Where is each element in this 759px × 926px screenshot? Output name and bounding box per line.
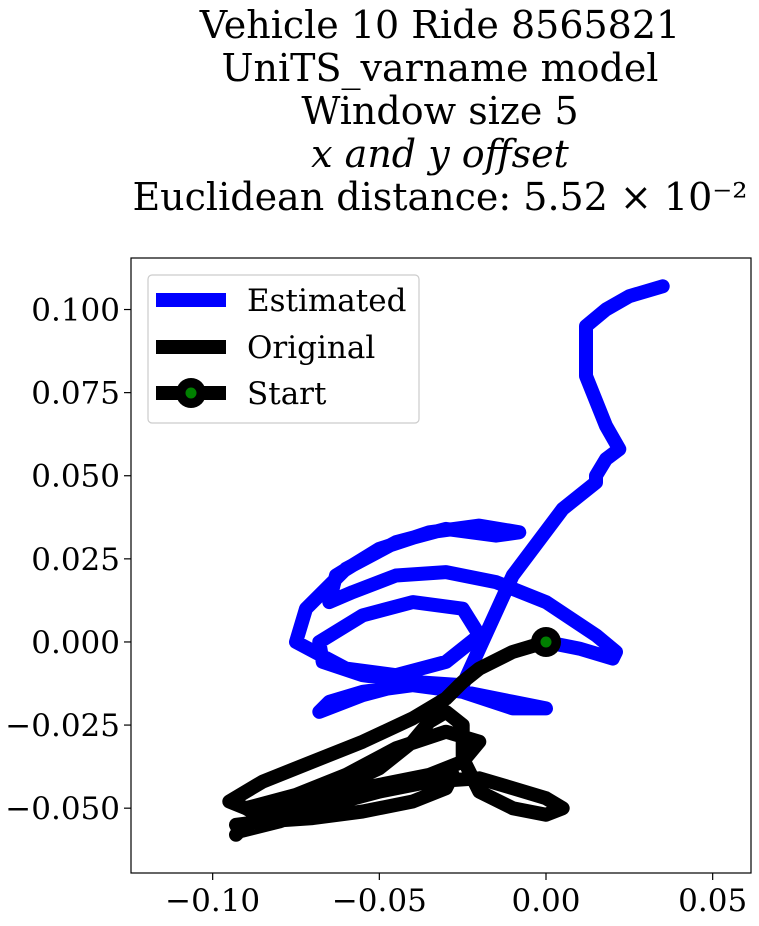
axes-layer: −0.10 −0.05 0.00 0.05 −0.050 −0.025 0.000 0.025… [5, 293, 747, 919]
plot-area-frame [130, 257, 752, 874]
title-line-2: UniTS_varname model [222, 46, 659, 91]
title-line-5: Euclidean distance: 5.52 × 10⁻² [132, 175, 747, 219]
chart-title: Vehicle 10 Ride 8565821 UniTS_varname mo… [132, 3, 747, 219]
series-line-estimated [289, 279, 670, 719]
legend: Estimated Original Start [147, 274, 420, 424]
y-tick-label: −0.050 [5, 791, 120, 827]
x-tick-label: −0.05 [332, 883, 427, 919]
title-line-1: Vehicle 10 Ride 8565821 [199, 3, 680, 47]
legend-start-marker [185, 387, 197, 399]
start-marker [540, 636, 552, 648]
y-tick-label: 0.000 [31, 625, 120, 661]
title-line-4: x and y offset [311, 132, 569, 176]
legend-label-estimated: Estimated [247, 283, 406, 319]
series-line-original [222, 635, 570, 842]
y-tick-label: 0.100 [31, 293, 120, 329]
y-tick-label: 0.075 [31, 376, 120, 412]
legend-label-original: Original [247, 330, 375, 366]
x-tick-label: 0.00 [511, 883, 580, 919]
y-tick-label: −0.025 [5, 708, 120, 744]
y-tick-label: 0.050 [31, 459, 120, 495]
plot-series-layer [222, 279, 670, 842]
title-line-3: Window size 5 [301, 89, 578, 133]
x-tick-label: 0.05 [678, 883, 747, 919]
x-tick-label: −0.10 [165, 883, 260, 919]
legend-label-start: Start [247, 376, 327, 412]
y-tick-label: 0.025 [31, 542, 120, 578]
